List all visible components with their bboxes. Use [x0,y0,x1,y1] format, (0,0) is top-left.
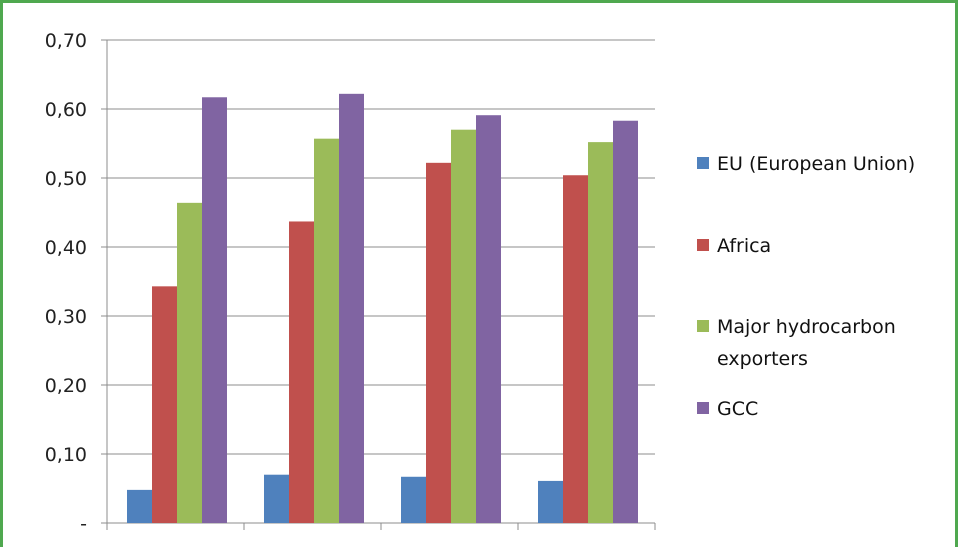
bar [401,476,426,523]
legend-label: Major hydrocarbon [717,316,896,338]
bar [202,97,227,524]
bar [289,221,314,523]
bar [476,115,501,524]
y-tick-label: 0,60 [45,99,87,121]
bar [152,286,177,523]
bar [127,489,152,523]
y-tick-label: 0,70 [45,30,87,52]
y-tick-label: - [80,513,87,535]
legend-label: GCC [717,398,758,420]
bar [177,202,202,523]
bars [127,93,638,524]
legend-label: Africa [717,235,771,257]
legend-swatch [697,157,709,169]
bar [426,162,451,523]
y-tick-label: 0,30 [45,306,87,328]
legend-swatch [697,320,709,332]
bar [613,120,638,523]
y-tick-label: 0,40 [45,237,87,259]
bar [339,93,364,523]
legend-label: exporters [717,348,808,370]
bar [451,129,476,523]
y-tick-label: 0,20 [45,375,87,397]
legend-label: EU (European Union) [717,153,915,175]
bar [563,175,588,524]
bar [588,142,613,523]
legend: EU (European Union) Africa Major hydrocarb… [697,153,915,420]
legend-swatch [697,239,709,251]
bar [314,138,339,524]
bar [538,480,563,523]
bar [264,474,289,523]
legend-swatch [697,402,709,414]
y-tick-labels: - 0,10 0,20 0,30 0,40 0,50 0,60 0,70 [45,30,87,535]
y-tick-label: 0,50 [45,168,87,190]
y-tick-label: 0,10 [45,444,87,466]
